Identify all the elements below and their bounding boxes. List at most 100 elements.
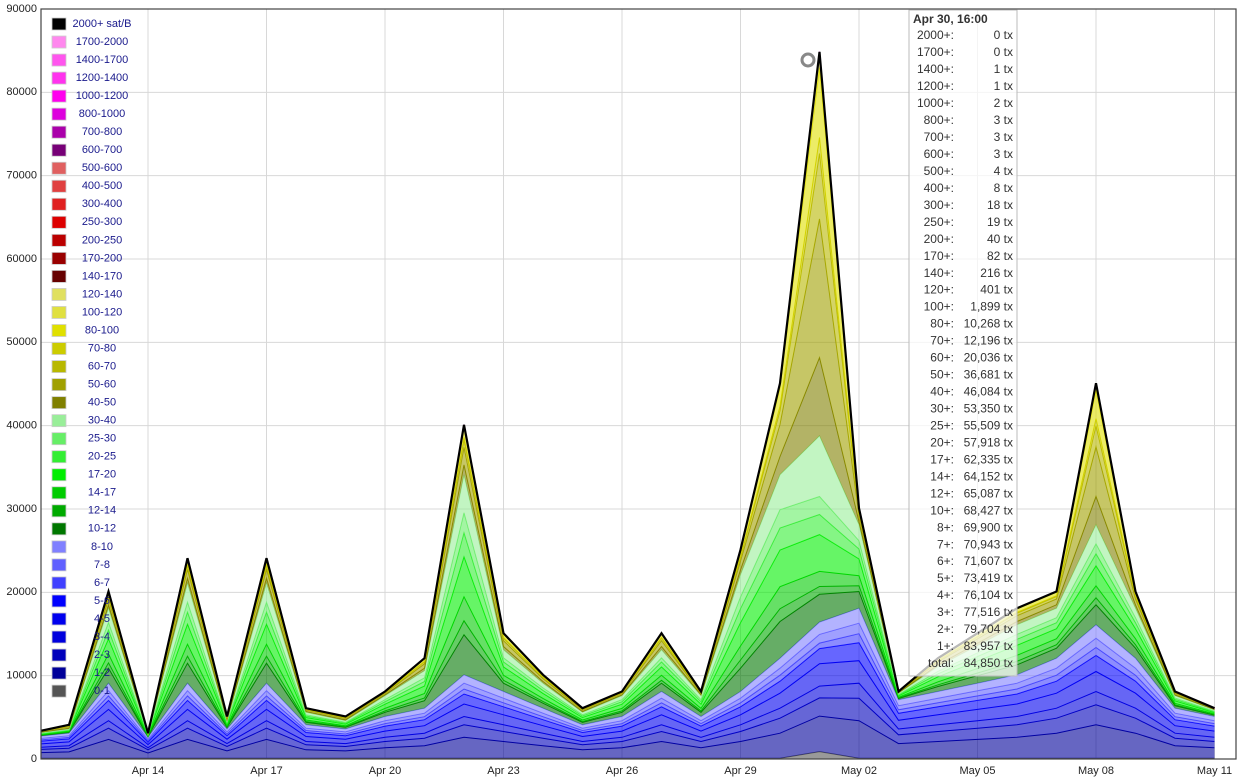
tooltip-value: 10,268 tx [964, 317, 1013, 331]
legend-swatch [51, 89, 67, 103]
tooltip-value: 55,509 tx [964, 418, 1013, 432]
tooltip-value: 46,084 tx [964, 385, 1013, 399]
legend-swatch [51, 342, 67, 355]
tooltip-value: 57,918 tx [964, 435, 1013, 449]
legend-swatch [51, 360, 67, 373]
legend-label: 12-14 [88, 505, 116, 517]
y-tick-label: 50000 [6, 336, 37, 348]
legend-label: 120-140 [82, 288, 122, 300]
legend-swatch [51, 468, 67, 482]
tooltip-value: 1 tx [994, 62, 1013, 76]
tooltip-label: 50+: [930, 368, 954, 382]
legend-label: 6-7 [94, 577, 110, 589]
tooltip-value: 1,899 tx [970, 300, 1013, 314]
y-tick-label: 60000 [6, 253, 37, 265]
tooltip-value: 401 tx [980, 283, 1013, 297]
tooltip-label: 17+: [930, 452, 954, 466]
plot-frame [40, 8, 1237, 760]
tooltip-box [908, 9, 1018, 677]
legend-swatch [51, 270, 67, 283]
legend-swatch [51, 594, 67, 608]
legend-label: 400-500 [82, 180, 122, 192]
legend-swatch [51, 197, 67, 211]
tooltip-value: 76,104 tx [964, 588, 1013, 602]
legend-label: 80-100 [85, 324, 119, 336]
tooltip-value: 2 tx [994, 96, 1013, 110]
tooltip-label: 800+: [924, 113, 954, 127]
tooltip-value: 64,152 tx [964, 469, 1013, 483]
x-tick-label: Apr 26 [606, 765, 638, 777]
axes: 0 10000 20000 30000 40000 50000 60000 70000 8000… [6, 3, 1232, 777]
tooltip-label: 1200+: [917, 79, 954, 93]
tooltip-value: 3 tx [994, 113, 1013, 127]
y-tick-label: 0 [31, 753, 37, 765]
legend-swatch [51, 648, 67, 662]
tooltip-value: 53,350 tx [964, 402, 1013, 416]
legend-swatch [51, 486, 67, 500]
x-tick-label: Apr 29 [724, 765, 756, 777]
y-tick-label: 20000 [6, 586, 37, 598]
tooltip-label: 1700+: [917, 45, 954, 59]
legend-swatch [51, 251, 67, 265]
areas [41, 51, 1215, 759]
legend-swatch [51, 684, 67, 698]
x-tick-label: May 02 [841, 765, 877, 777]
tooltip-value: 36,681 tx [964, 368, 1013, 382]
tooltip-value: 69,900 tx [964, 520, 1013, 534]
legend-label: 17-20 [88, 469, 116, 481]
tooltip-value: 18 tx [987, 198, 1013, 212]
tooltip-label: 2+: [937, 622, 954, 636]
tooltip-value: 12,196 tx [964, 334, 1013, 348]
legend-swatch [51, 666, 67, 680]
tooltip-value: 3 tx [994, 130, 1013, 144]
legend-label: 40-50 [88, 397, 116, 409]
tooltip-value: 84,850 tx [964, 656, 1013, 670]
legend-swatch [51, 576, 67, 590]
legend-swatch [51, 630, 67, 644]
y-tick-label: 90000 [6, 3, 37, 15]
tooltip-label: 7+: [937, 537, 954, 551]
y-tick-label: 30000 [6, 503, 37, 515]
x-tick-label: Apr 17 [250, 765, 282, 777]
legend-swatch [51, 558, 67, 572]
legend-label: 8-10 [91, 541, 113, 553]
tooltip-label: 5+: [937, 571, 954, 585]
legend-label: 7-8 [94, 559, 110, 571]
legend-swatch [51, 107, 67, 121]
tooltip-label: 100+: [924, 300, 954, 314]
legend-swatch [51, 125, 67, 139]
legend-label: 50-60 [88, 379, 116, 391]
area [41, 683, 1215, 750]
legend-label: 700-800 [82, 126, 122, 138]
legend: 0-1 1-2 2-3 3-4 4-5 5-6 6-7 7-8 8-10 10-12 12-14 14… [51, 17, 132, 698]
legend-label: 5-6 [94, 595, 110, 607]
area [41, 534, 1215, 736]
tooltip-value: 216 tx [980, 266, 1013, 280]
tooltip-label: 30+: [930, 402, 954, 416]
tooltip-label: 700+: [924, 130, 954, 144]
legend-label: 1700-2000 [76, 36, 129, 48]
x-tick-label: May 08 [1078, 765, 1114, 777]
tooltip-label: 120+: [924, 283, 954, 297]
tooltip-value: 4 tx [994, 164, 1013, 178]
legend-label: 600-700 [82, 144, 122, 156]
tooltip-value: 83,957 tx [964, 639, 1013, 653]
y-tick-label: 80000 [6, 86, 37, 98]
tooltip-value: 20,036 tx [964, 351, 1013, 365]
legend-label: 14-17 [88, 487, 116, 499]
tooltip-label: 12+: [930, 486, 954, 500]
legend-label: 60-70 [88, 360, 116, 372]
x-tick-label: May 11 [1197, 765, 1232, 777]
area [41, 697, 1215, 753]
tooltip-label: 80+: [930, 317, 954, 331]
tooltip-value: 70,943 tx [964, 537, 1013, 551]
tooltip-label: 140+: [924, 266, 954, 280]
tooltip-label: 25+: [930, 418, 954, 432]
tooltip-label: total: [928, 656, 954, 670]
tooltip-value: 0 tx [994, 45, 1013, 59]
tooltip-label: 200+: [924, 232, 954, 246]
legend-label: 3-4 [94, 631, 110, 643]
tooltip-label: 3+: [937, 605, 954, 619]
